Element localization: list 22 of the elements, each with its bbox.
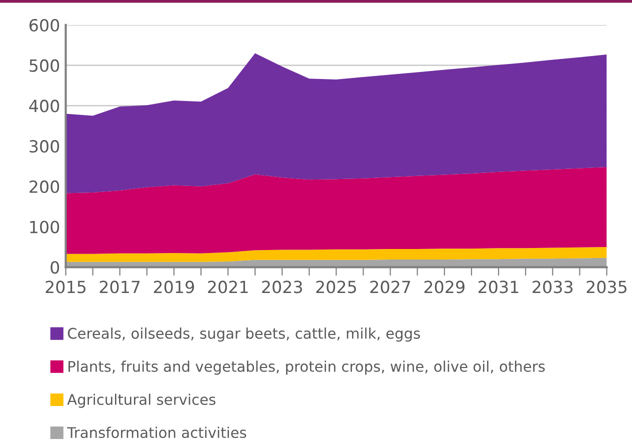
x-tick-label: 2035 <box>586 280 626 294</box>
y-tick-label: 300 <box>30 140 60 153</box>
legend-label: Cereals, oilseeds, sugar beets, cattle, milk, eggs <box>68 328 420 342</box>
x-tick-label: 2021 <box>208 280 248 294</box>
y-tick-label: 100 <box>30 220 60 234</box>
x-tick-label: 2019 <box>154 280 194 294</box>
x-tick-label: 2031 <box>478 280 518 294</box>
x-tick-label: 2029 <box>424 280 464 294</box>
legend-label: Transformation activities <box>67 426 246 438</box>
y-tick-label: 200 <box>30 180 60 193</box>
x-tick-label: 2015 <box>46 280 86 294</box>
y-tick-label: 500 <box>30 59 60 72</box>
y-tick-label: 400 <box>29 100 60 112</box>
y-tick-label: 600 <box>30 18 60 32</box>
x-tick-label: 2033 <box>532 280 572 294</box>
legend-label: Plants, fruits and vegetables, protein crops, wine, olive oil, others <box>68 360 545 375</box>
x-tick-label: 2023 <box>262 280 302 294</box>
y-tick-label: 0 <box>50 261 60 274</box>
x-tick-label: 2027 <box>370 280 410 294</box>
x-tick-label: 2025 <box>316 280 356 294</box>
x-tick-label: 2017 <box>100 280 140 294</box>
legend-label: Agricultural services <box>67 394 216 408</box>
